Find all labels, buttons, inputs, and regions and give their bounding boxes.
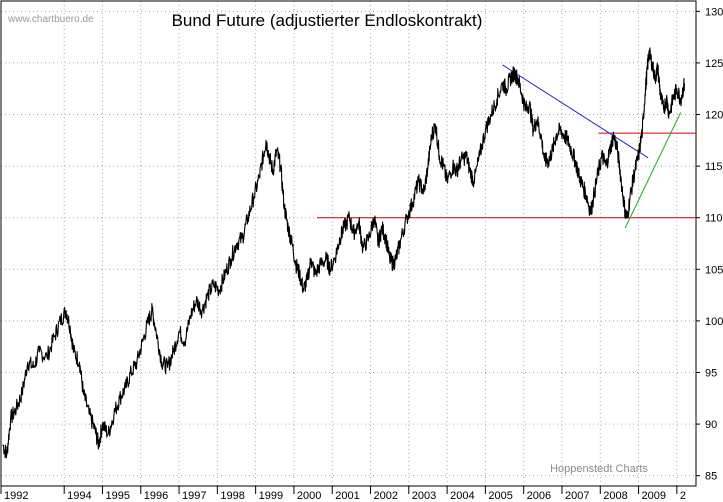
x-tick-label: 1995 (105, 490, 129, 502)
x-tick-label: 2 (680, 490, 686, 502)
y-tick-label: 130 (705, 6, 723, 18)
y-tick-label: 120 (705, 110, 723, 122)
x-tick-label: 1992 (4, 490, 28, 502)
x-tick-label: 2006 (527, 490, 551, 502)
x-tick-label: 2008 (603, 490, 627, 502)
chart-title: Bund Future (adjustierter Endloskontrakt… (172, 11, 483, 30)
trend-line (624, 112, 682, 229)
x-tick-label: 2007 (565, 490, 589, 502)
x-tick-label: 2002 (374, 490, 398, 502)
x-tick-label: 2005 (488, 490, 512, 502)
x-tick-label: 1998 (220, 490, 244, 502)
x-tick-label: 2004 (450, 490, 474, 502)
x-tick-label: 1999 (259, 490, 283, 502)
y-tick-label: 85 (705, 471, 717, 483)
x-axis-ticks: 1992 1994 1995 1996 1997 1998 1999 2000 2001 2002… (0, 486, 686, 502)
x-tick-label: 1996 (144, 490, 168, 502)
annotation-lines (316, 64, 696, 229)
x-tick-label: 2003 (412, 490, 436, 502)
y-tick-label: 110 (705, 213, 723, 225)
y-tick-label: 100 (705, 316, 723, 328)
y-tick-label: 95 (705, 367, 717, 379)
x-tick-label: 1997 (182, 490, 206, 502)
x-tick-label: 2009 (642, 490, 666, 502)
x-tick-label: 2000 (297, 490, 321, 502)
x-tick-label: 2001 (335, 490, 359, 502)
credit-text: Hoppenstedt Charts (550, 463, 648, 475)
y-axis-ticks: 85 90 95 100 105 110 115 120 125 130 (696, 6, 723, 483)
series-line (2, 47, 686, 459)
x-tick-label: 1994 (67, 490, 91, 502)
plot-frame (0, 0, 697, 487)
y-tick-label: 125 (705, 58, 723, 70)
watermark-text: www.chartbuero.de (7, 14, 94, 25)
y-tick-label: 90 (705, 419, 717, 431)
price-series (2, 47, 686, 459)
trend-line (502, 64, 649, 159)
grid-lines (1, 1, 696, 486)
y-tick-label: 115 (705, 161, 723, 173)
y-tick-label: 105 (705, 264, 723, 276)
